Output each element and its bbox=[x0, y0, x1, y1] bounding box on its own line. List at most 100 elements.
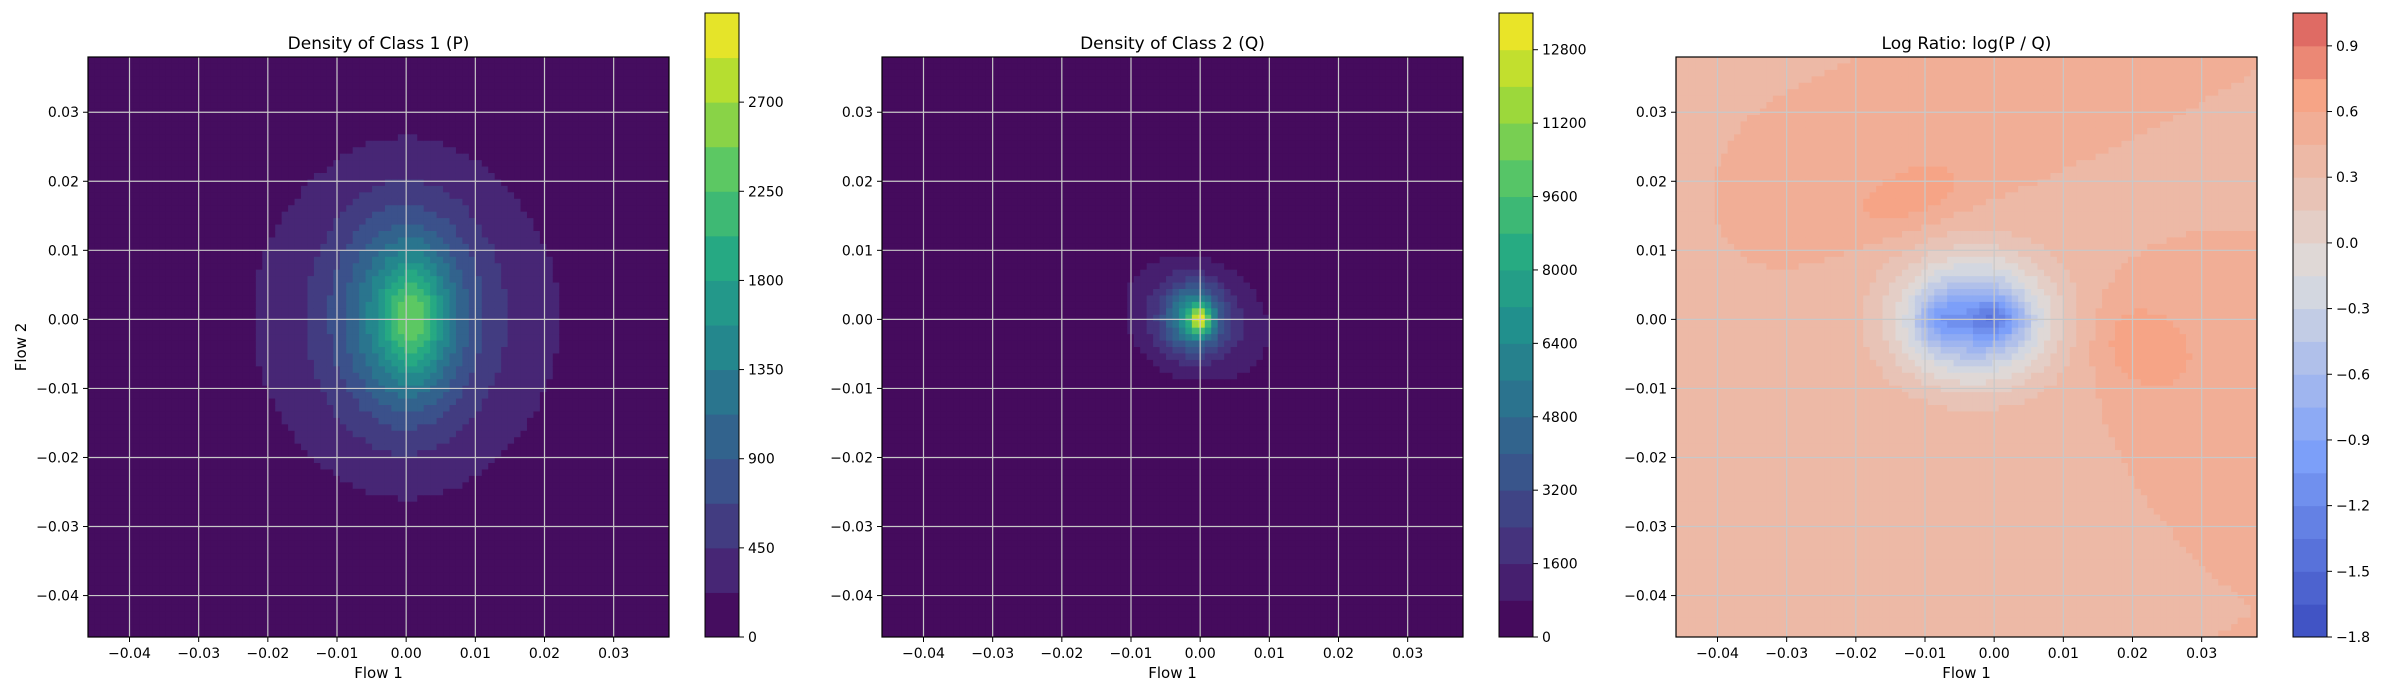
heatmap-cell bbox=[313, 231, 321, 239]
heatmap-cell bbox=[159, 463, 167, 471]
heatmap-cell bbox=[288, 417, 296, 425]
heatmap-cell bbox=[178, 572, 186, 580]
heatmap-cell bbox=[352, 115, 360, 123]
heatmap-cell bbox=[417, 276, 425, 284]
heatmap-cell bbox=[365, 379, 373, 387]
heatmap-cell bbox=[359, 57, 367, 65]
heatmap-cell bbox=[410, 417, 418, 425]
heatmap-cell bbox=[359, 527, 367, 535]
heatmap-cell bbox=[410, 372, 418, 380]
heatmap-cell bbox=[88, 430, 96, 438]
heatmap-cell bbox=[204, 359, 212, 367]
heatmap-cell bbox=[146, 127, 154, 135]
heatmap-cell bbox=[159, 630, 167, 637]
heatmap-cell bbox=[365, 347, 373, 355]
heatmap-cell bbox=[262, 134, 270, 142]
heatmap-cell bbox=[165, 340, 173, 348]
heatmap-cell bbox=[359, 224, 367, 232]
heatmap-cell bbox=[113, 218, 121, 226]
heatmap-cell bbox=[346, 411, 354, 419]
heatmap-cell bbox=[268, 372, 276, 380]
heatmap-cell bbox=[359, 76, 367, 84]
heatmap-cell bbox=[204, 237, 212, 245]
heatmap-cell bbox=[352, 559, 360, 567]
heatmap-cell bbox=[346, 134, 354, 142]
heatmap-cell bbox=[178, 160, 186, 168]
heatmap-cell bbox=[417, 604, 425, 612]
heatmap-cell bbox=[404, 334, 412, 342]
heatmap-cell bbox=[346, 495, 354, 503]
heatmap-cell bbox=[94, 353, 102, 361]
heatmap-cell bbox=[307, 456, 315, 464]
heatmap-cell bbox=[301, 540, 309, 548]
heatmap-cell bbox=[139, 192, 147, 200]
heatmap-cell bbox=[423, 89, 431, 97]
heatmap-cell bbox=[391, 231, 399, 239]
heatmap-cell bbox=[146, 353, 154, 361]
heatmap-cell bbox=[171, 192, 179, 200]
heatmap-cell bbox=[133, 166, 141, 174]
heatmap-cell bbox=[120, 488, 128, 496]
heatmap-cell bbox=[404, 359, 412, 367]
heatmap-cell bbox=[88, 372, 96, 380]
heatmap-cell bbox=[120, 585, 128, 593]
heatmap-cell bbox=[230, 269, 238, 277]
heatmap-cell bbox=[262, 153, 270, 161]
heatmap-cell bbox=[430, 347, 438, 355]
heatmap-cell bbox=[100, 488, 108, 496]
heatmap-cell bbox=[288, 237, 296, 245]
heatmap-cell bbox=[88, 385, 96, 393]
heatmap-cell bbox=[443, 102, 451, 110]
heatmap-cell bbox=[146, 366, 154, 374]
heatmap-cell bbox=[262, 63, 270, 71]
heatmap-cell bbox=[268, 366, 276, 374]
heatmap-cell bbox=[320, 398, 328, 406]
heatmap-cell bbox=[281, 379, 289, 387]
heatmap-cell bbox=[417, 456, 425, 464]
heatmap-cell bbox=[275, 566, 283, 574]
heatmap-cell bbox=[94, 611, 102, 619]
heatmap-cell bbox=[378, 185, 386, 193]
heatmap-cell bbox=[372, 424, 380, 432]
heatmap-cell bbox=[178, 179, 186, 187]
heatmap-cell bbox=[288, 630, 296, 637]
heatmap-cell bbox=[391, 95, 399, 103]
heatmap-cell bbox=[107, 243, 115, 251]
heatmap-cell bbox=[262, 398, 270, 406]
heatmap-cell bbox=[113, 572, 121, 580]
heatmap-cell bbox=[391, 205, 399, 213]
heatmap-cell bbox=[230, 617, 238, 625]
heatmap-cell bbox=[307, 250, 315, 258]
heatmap-cell bbox=[217, 198, 225, 206]
heatmap-cell bbox=[326, 301, 334, 309]
heatmap-cell bbox=[268, 508, 276, 516]
heatmap-cell bbox=[281, 475, 289, 483]
heatmap-cell bbox=[191, 289, 199, 297]
heatmap-cell bbox=[313, 501, 321, 509]
heatmap-cell bbox=[339, 379, 347, 387]
heatmap-cell bbox=[133, 624, 141, 632]
heatmap-cell bbox=[430, 559, 438, 567]
heatmap-cell bbox=[313, 437, 321, 445]
heatmap-cell bbox=[268, 153, 276, 161]
heatmap-cell bbox=[443, 127, 451, 135]
heatmap-cell bbox=[217, 295, 225, 303]
heatmap-cell bbox=[242, 598, 250, 606]
heatmap-cell bbox=[159, 430, 167, 438]
heatmap-cell bbox=[417, 533, 425, 541]
heatmap-cell bbox=[417, 353, 425, 361]
heatmap-cell bbox=[107, 617, 115, 625]
heatmap-cell bbox=[281, 611, 289, 619]
heatmap-cell bbox=[384, 495, 393, 503]
heatmap-cell bbox=[210, 579, 218, 587]
heatmap-cell bbox=[430, 140, 438, 148]
heatmap-cell bbox=[165, 269, 173, 277]
heatmap-cell bbox=[417, 308, 425, 316]
heatmap-cell bbox=[359, 533, 367, 541]
heatmap-cell bbox=[320, 76, 328, 84]
heatmap-cell bbox=[275, 417, 283, 425]
heatmap-cell bbox=[146, 179, 154, 187]
heatmap-cell bbox=[255, 282, 263, 290]
heatmap-cell bbox=[184, 501, 192, 509]
heatmap-cell bbox=[88, 269, 96, 277]
